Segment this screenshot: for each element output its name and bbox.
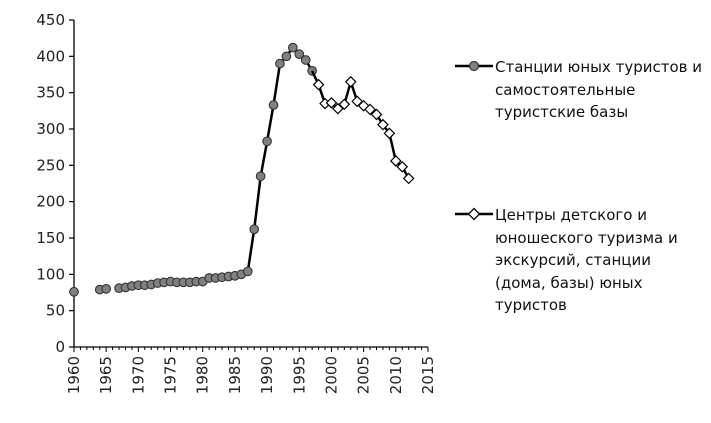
series-2-point [377,118,389,131]
series-1-point [101,284,112,294]
legend-label-series-1: Станции юных туристов и самостоятельные … [495,58,703,121]
series-1-point [281,51,292,62]
series-2-point [325,96,338,109]
series-1-point [262,136,272,147]
series-1-group [69,42,317,297]
series-1-line [118,46,314,290]
y-tick-label: 450 [36,11,65,29]
series-2-point [364,103,376,116]
y-tick-label: 200 [36,193,65,211]
series-2-point [383,127,396,140]
series-1-point [69,286,79,297]
x-tick-label: 1985 [226,356,244,394]
x-tick-label: 2010 [387,356,405,394]
series-2-point [396,160,409,173]
series-1-point [249,224,260,235]
series-1-point [268,100,279,110]
series-1-point [300,55,311,65]
x-axis-tick-labels: 1960 1965 1970 1975 1980 1985 1990 1995 2000 2005… [65,356,437,394]
legend-label-series-2: Центры детского и юношеского туризма и э… [495,206,678,314]
x-tick-label: 1990 [258,356,276,394]
series-1-point [294,49,305,60]
x-tick-label: 1965 [97,356,115,394]
y-tick-label: 150 [36,229,65,247]
series-2-point [402,172,415,185]
series-2-point [312,78,325,91]
y-tick-label: 100 [36,265,65,283]
series-1-point [275,58,285,69]
x-tick-label: 1980 [194,356,212,394]
series-1-point [255,171,266,182]
series-2-point [389,155,402,167]
x-tick-label: 1960 [65,356,83,394]
y-tick-label: 350 [36,84,65,102]
circle-marker-icon [468,60,480,72]
diamond-marker-icon [467,207,481,221]
x-tick-label: 1975 [162,356,180,394]
x-tick-label: 1970 [129,356,147,394]
series-1-point [242,266,253,277]
y-tick-label: 250 [36,156,65,174]
series-2-point [338,98,351,111]
x-tick-label: 1995 [290,356,308,394]
y-tick-label: 400 [36,47,65,65]
x-tick-label: 2000 [322,356,340,394]
legend: Станции юных туристов и самостоятельные … [455,52,705,352]
y-tick-label: 300 [36,120,65,138]
series-2-point [370,108,383,121]
legend-swatch-series-2 [455,207,493,221]
y-tick-label: 0 [55,338,65,356]
axes [69,19,429,352]
series-2-point [344,75,357,88]
series-1-point [287,42,298,53]
legend-swatch-series-1 [455,60,493,72]
series-2-group [310,70,415,185]
y-axis-tick-labels: 0 50 100 150 200 250 300 350 400 450 [36,11,65,356]
x-tick-label: 2015 [419,356,437,394]
y-tick-label: 50 [46,302,65,320]
series-layer [69,42,415,297]
x-tick-label: 2005 [355,356,373,394]
